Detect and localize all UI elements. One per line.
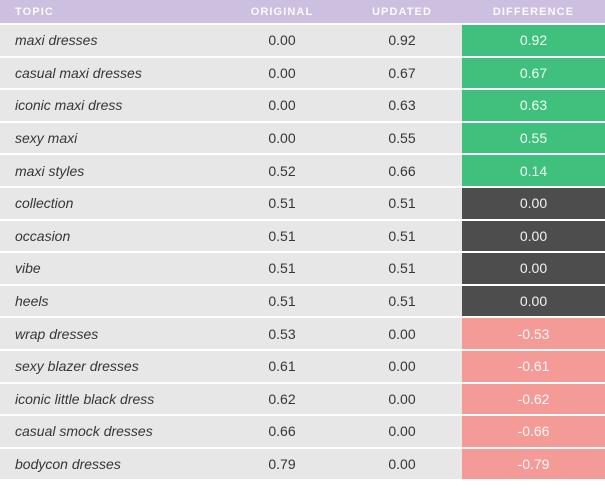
topic-cell: casual maxi dresses	[15, 64, 142, 81]
table-row: heels 0.51 0.51 0.00	[0, 285, 605, 317]
updated-cell: 0.55	[388, 130, 416, 147]
topic-cell: sexy maxi	[15, 130, 78, 147]
topic-cell: heels	[15, 293, 49, 310]
updated-cell: 0.00	[388, 358, 416, 375]
updated-cell: 0.67	[388, 64, 416, 81]
original-cell: 0.66	[268, 423, 296, 440]
updated-cell: 0.92	[388, 32, 416, 49]
updated-cell: 0.51	[388, 293, 416, 310]
difference-cell: 0.14	[462, 155, 605, 186]
original-cell: 0.51	[268, 260, 296, 277]
difference-cell: 0.55	[462, 122, 605, 154]
updated-cell: 0.66	[388, 162, 416, 179]
updated-cell: 0.63	[388, 97, 416, 114]
original-cell: 0.51	[268, 227, 296, 244]
column-header-difference: DIFFERENCE	[492, 5, 575, 18]
topic-cell: bodycon dresses	[15, 456, 121, 473]
difference-cell: 0.00	[462, 285, 605, 317]
updated-cell: 0.51	[388, 195, 416, 212]
difference-cell: 0.67	[462, 57, 605, 89]
updated-cell: 0.00	[388, 423, 416, 440]
table-row: wrap dresses 0.53 0.00 -0.53	[0, 318, 605, 349]
original-cell: 0.62	[268, 390, 296, 407]
table-row: sexy blazer dresses 0.61 0.00 -0.61	[0, 350, 605, 382]
original-cell: 0.79	[268, 456, 296, 473]
table-body: maxi dresses 0.00 0.92 0.92 casual maxi …	[0, 25, 605, 480]
table-row: casual maxi dresses 0.00 0.67 0.67	[0, 57, 605, 89]
table-row: occasion 0.51 0.51 0.00	[0, 220, 605, 252]
topic-cell: maxi styles	[15, 162, 85, 179]
topic-cell: vibe	[15, 260, 41, 277]
difference-cell: 0.63	[462, 90, 605, 121]
original-cell: 0.52	[268, 162, 296, 179]
table-row: vibe 0.51 0.51 0.00	[0, 253, 605, 284]
topic-cell: iconic little black dress	[15, 390, 155, 407]
difference-cell: 0.00	[462, 187, 605, 219]
table-row: sexy maxi 0.00 0.55 0.55	[0, 122, 605, 154]
topic-cell: sexy blazer dresses	[15, 358, 139, 375]
difference-cell: -0.66	[462, 416, 605, 447]
original-cell: 0.61	[268, 358, 296, 375]
difference-cell: 0.00	[462, 253, 605, 284]
original-cell: 0.00	[268, 97, 296, 114]
topic-cell: wrap dresses	[15, 325, 99, 342]
updated-cell: 0.00	[388, 390, 416, 407]
column-header-updated: UPDATED	[371, 5, 433, 18]
column-header-topic: TOPIC	[15, 5, 54, 18]
original-cell: 0.53	[268, 325, 296, 342]
updated-cell: 0.51	[388, 227, 416, 244]
original-cell: 0.00	[268, 130, 296, 147]
topic-cell: collection	[15, 195, 74, 212]
table-row: iconic maxi dress 0.00 0.63 0.63	[0, 90, 605, 121]
table-row: bodycon dresses 0.79 0.00 -0.79	[0, 448, 605, 480]
difference-cell: -0.79	[462, 448, 605, 480]
topic-cell: iconic maxi dress	[15, 97, 123, 114]
table-header-row: TOPIC ORIGINAL UPDATED DIFFERENCE	[0, 0, 605, 23]
table-row: casual smock dresses 0.66 0.00 -0.66	[0, 416, 605, 447]
difference-cell: -0.61	[462, 350, 605, 382]
original-cell: 0.51	[268, 293, 296, 310]
original-cell: 0.00	[268, 64, 296, 81]
table-row: iconic little black dress 0.62 0.00 -0.6…	[0, 383, 605, 415]
difference-cell: -0.53	[462, 318, 605, 349]
original-cell: 0.00	[268, 32, 296, 49]
updated-cell: 0.51	[388, 260, 416, 277]
table-row: maxi styles 0.52 0.66 0.14	[0, 155, 605, 186]
original-cell: 0.51	[268, 195, 296, 212]
topic-cell: occasion	[15, 227, 71, 244]
topic-cell: maxi dresses	[15, 32, 98, 49]
updated-cell: 0.00	[388, 325, 416, 342]
updated-cell: 0.00	[388, 456, 416, 473]
difference-cell: 0.00	[462, 220, 605, 252]
table-row: maxi dresses 0.00 0.92 0.92	[0, 25, 605, 56]
difference-cell: -0.62	[462, 383, 605, 415]
column-header-original: ORIGINAL	[250, 5, 314, 18]
difference-cell: 0.92	[462, 25, 605, 56]
table-row: collection 0.51 0.51 0.00	[0, 187, 605, 219]
topic-cell: casual smock dresses	[15, 423, 153, 440]
